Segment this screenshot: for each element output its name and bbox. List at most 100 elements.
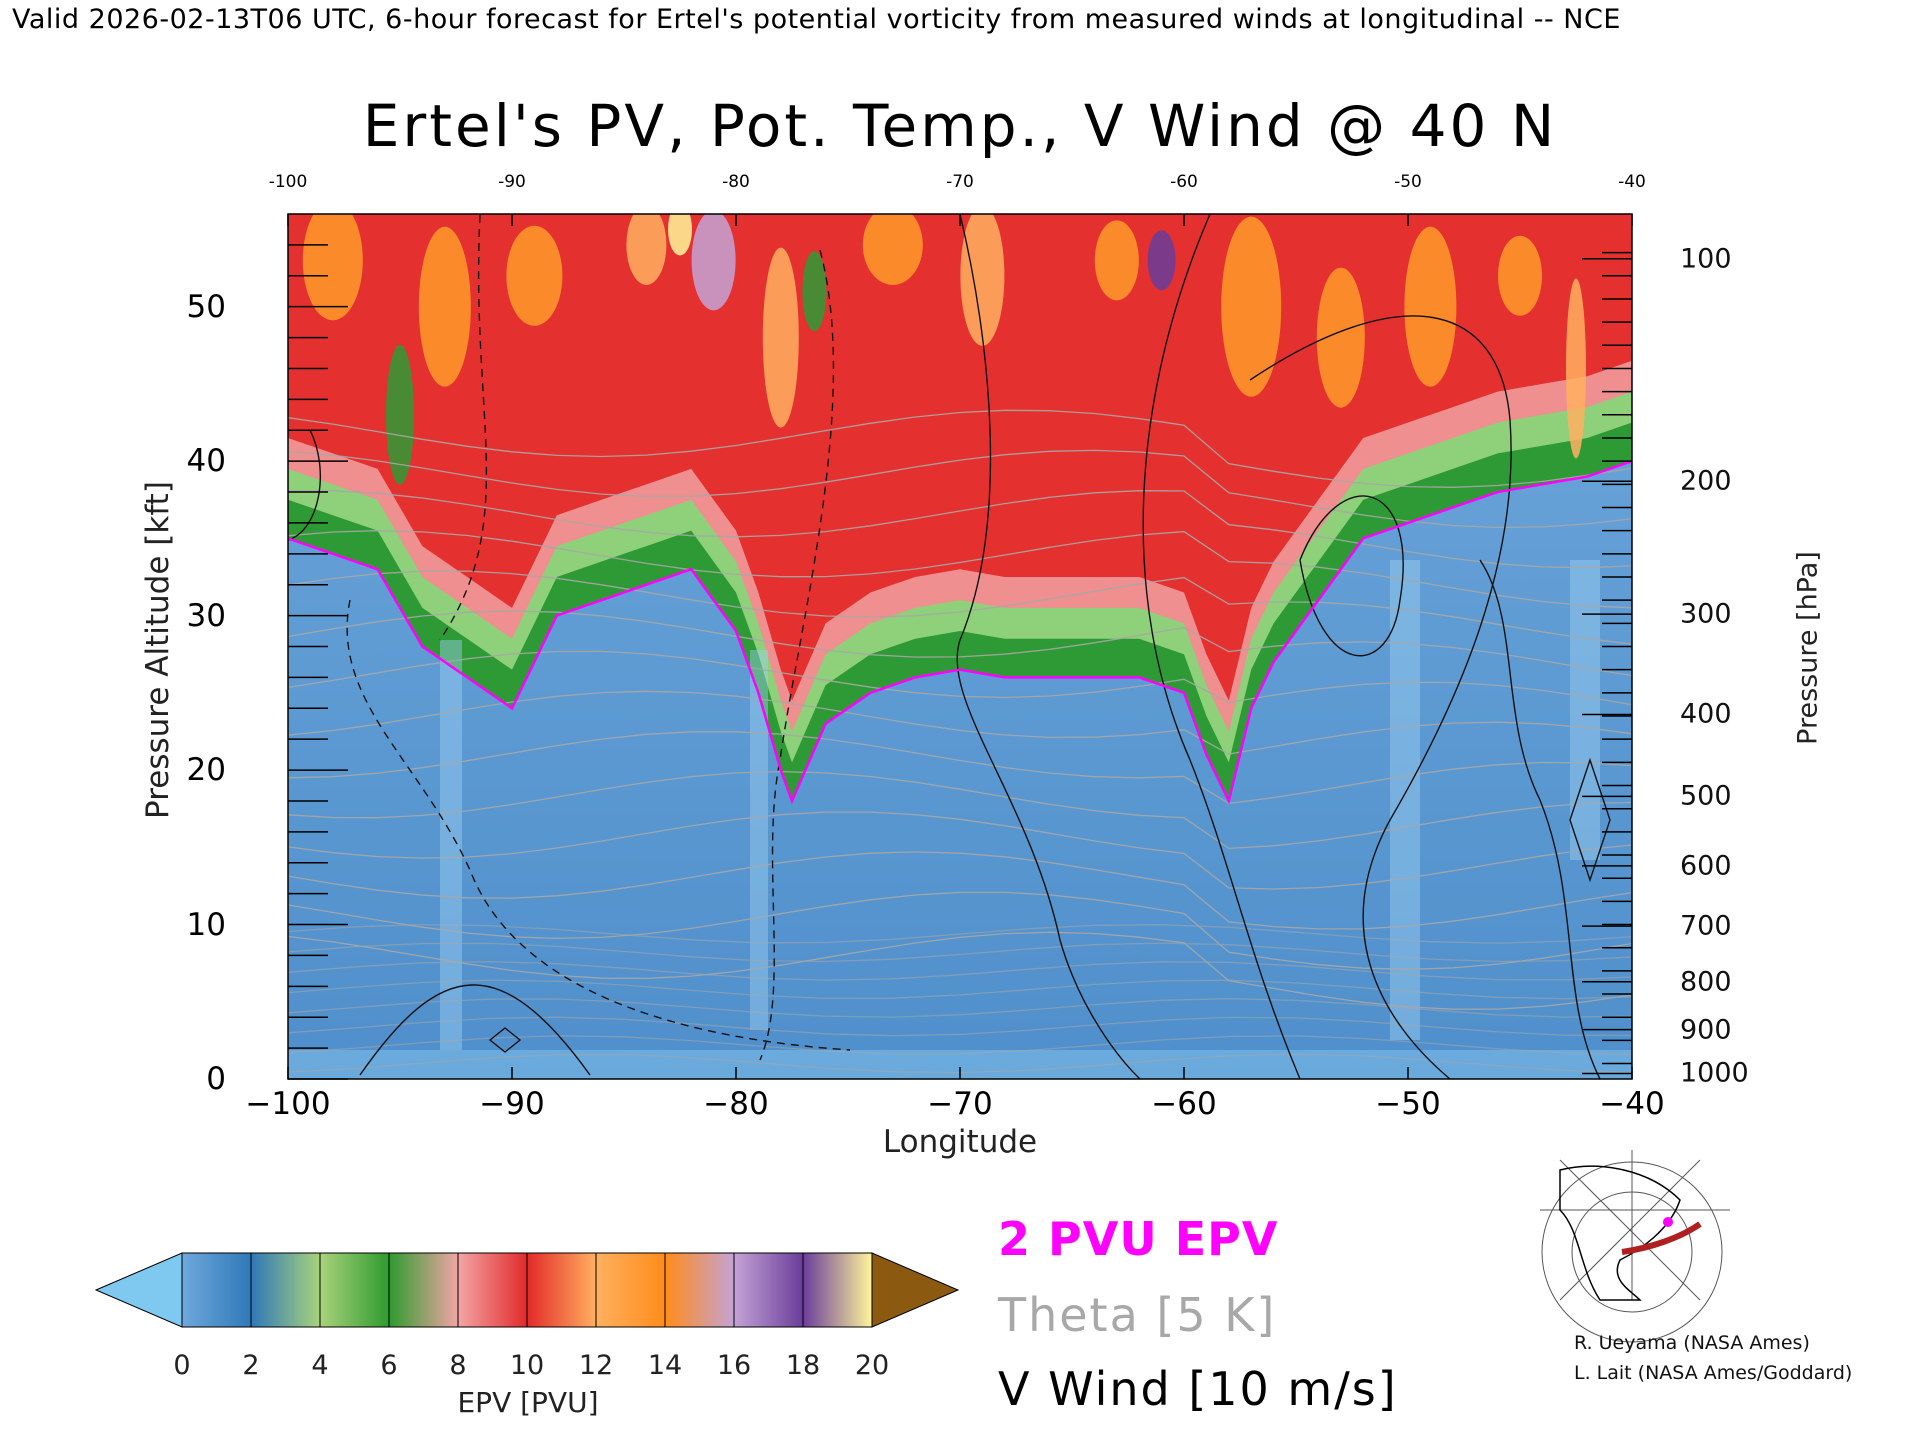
theta-contour [288,610,1632,677]
theta-contour [288,942,1632,963]
pv-blob [668,214,692,256]
colorbar-segment [526,1252,597,1328]
colorbar-tick-label: 18 [785,1350,821,1381]
x-tick-label: −40 [1599,1086,1665,1122]
map-marker [1663,1217,1673,1227]
pv-blob [1498,235,1542,316]
vwind-contour [1142,214,1301,1079]
colorbar-segment [388,1252,459,1328]
x-tick-label: −80 [703,1086,769,1122]
vwind-contour [956,214,1141,1079]
vwind-contour-negative [759,249,835,1061]
pressure-tick-label: 400 [1680,698,1732,730]
colorbar-segment [319,1252,390,1328]
map-cross-section-track [1621,1221,1702,1255]
pressure-tick-label: 1000 [1680,1057,1749,1089]
x-tick-label-top: -50 [1394,172,1422,192]
theta-contour [288,731,1632,805]
x-tick-label-top: -40 [1618,172,1646,192]
pressure-tick-label: 800 [1680,966,1732,998]
theta-contour [288,891,1632,970]
pv-blob [691,214,736,311]
pv-blob [802,251,827,332]
map-graticule [1559,1159,1701,1301]
x-tick-label-top: -80 [722,172,750,192]
colorbar-tick-label: 10 [509,1350,545,1381]
vwind-contour [1299,495,1404,657]
colorbar-segment [250,1252,321,1328]
x-tick-label-top: -100 [268,172,308,192]
colorbar-tick-label: 16 [716,1350,752,1381]
pv-blob [1316,267,1365,408]
map-coastline [1559,1165,1681,1301]
pv-field [288,214,1632,1079]
theta-contour [288,931,1632,1010]
inset-map [1540,1150,1730,1343]
theta-contour [288,690,1632,755]
colorbar-tick-label: 0 [173,1350,191,1381]
legend-epv: 2 PVU EPV [998,1212,1279,1266]
colorbar-tick-label: 12 [578,1350,614,1381]
vwind-contour [288,429,321,541]
x-axis-label: Longitude [882,1124,1038,1160]
colorbar-segment [802,1252,873,1328]
vwind-contour [1569,757,1611,883]
pv-blob [1221,216,1282,397]
light-streak [1570,560,1600,860]
pv-blob [1566,278,1586,459]
y-tick-label: 20 [186,752,226,789]
colorbar-tick-label: 4 [311,1350,329,1381]
pv-blob [1094,220,1139,301]
colorbar-tick-label: 8 [449,1350,467,1381]
forecast-valid-line: Valid 2026-02-13T06 UTC, 6-hour forecast… [12,4,1621,35]
epv-2pvu-line [288,459,1632,805]
x-tick-label: −90 [479,1086,545,1122]
vwind-contour [1479,559,1601,1079]
colorbar-over-arrow [871,1252,960,1328]
theta-contour [288,979,1632,1000]
colorbar-segment [664,1252,735,1328]
vwind-contour-negative [346,599,851,1051]
pv-blob [626,214,667,285]
pressure-tick-label: 900 [1680,1014,1732,1046]
theta-contour [288,530,1632,609]
credit-line-2: L. Lait (NASA Ames/Goddard) [1574,1362,1853,1384]
theta-contour [288,1016,1632,1037]
legend-theta: Theta [5 K] [998,1288,1277,1342]
x-tick-label-top: -70 [946,172,974,192]
x-tick-label: −100 [245,1086,331,1122]
vwind-contour [359,984,591,1076]
light-streak [1390,560,1420,1040]
theta-contour [288,851,1632,930]
theta-contour [288,960,1632,981]
colorbar-segment [595,1252,666,1328]
legend-vwind: V Wind [10 m/s] [998,1362,1398,1416]
x-tick-label-top: -90 [498,172,526,192]
chart-title: Ertel's PV, Pot. Temp., V Wind @ 40 N [362,92,1558,160]
pv-blob [1147,230,1176,291]
y-tick-label: 10 [186,906,226,943]
x-tick-label: −60 [1151,1086,1217,1122]
pv-blob [506,225,563,326]
theta-contour [288,409,1632,488]
theta-contour [288,770,1632,850]
colorbar-tick-label: 14 [647,1350,683,1381]
pressure-tick-label: 700 [1680,910,1732,942]
x-tick-label-top: -60 [1170,172,1198,192]
x-tick-label: −70 [927,1086,993,1122]
theta-contour [288,811,1632,890]
theta-contour [288,650,1632,706]
theta-contour [288,998,1632,1018]
colorbar-tick-label: 20 [854,1350,890,1381]
theta-contour [288,449,1632,529]
vwind-contours [288,214,1611,1079]
y-tick-label: 0 [206,1061,226,1097]
vwind-contour [488,1027,522,1053]
y-tick-label: 40 [186,443,226,480]
vwind-contour-negative [439,214,488,641]
pressure-tick-label: 500 [1680,780,1732,812]
pressure-tick-label: 300 [1680,598,1732,630]
light-streak [750,650,768,1030]
pressure-tick-label: 100 [1680,243,1732,275]
